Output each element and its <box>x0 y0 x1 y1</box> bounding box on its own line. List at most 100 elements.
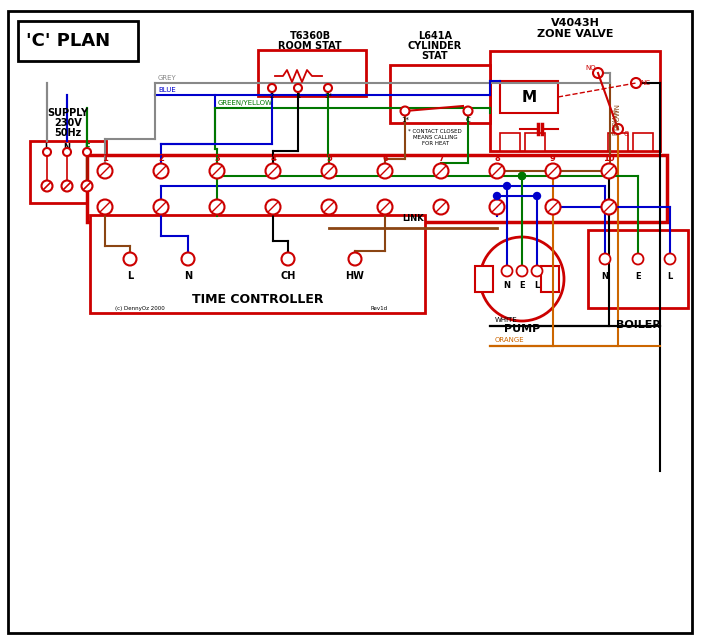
Circle shape <box>322 163 336 178</box>
Text: BOILER: BOILER <box>616 320 661 330</box>
Text: C: C <box>465 117 470 123</box>
Circle shape <box>545 163 560 178</box>
Circle shape <box>209 199 225 215</box>
Text: BROWN: BROWN <box>614 103 620 129</box>
Text: BLUE: BLUE <box>158 87 176 93</box>
FancyBboxPatch shape <box>30 141 106 203</box>
Text: N: N <box>184 271 192 281</box>
Text: N: N <box>63 142 70 151</box>
Circle shape <box>378 163 392 178</box>
Circle shape <box>602 199 616 215</box>
Circle shape <box>282 253 295 265</box>
Circle shape <box>348 253 362 265</box>
Text: CH: CH <box>280 271 296 281</box>
Circle shape <box>182 253 194 265</box>
Circle shape <box>434 163 449 178</box>
Circle shape <box>545 199 560 215</box>
Circle shape <box>463 106 472 115</box>
Text: L641A: L641A <box>418 31 452 41</box>
Circle shape <box>62 181 72 192</box>
Text: (c) DennyOz 2000: (c) DennyOz 2000 <box>115 306 165 311</box>
FancyBboxPatch shape <box>500 81 558 113</box>
Text: V4043H: V4043H <box>550 18 600 28</box>
Circle shape <box>322 199 336 215</box>
Text: L: L <box>668 272 673 281</box>
Text: M: M <box>522 90 536 104</box>
FancyBboxPatch shape <box>588 230 688 308</box>
Text: 1*: 1* <box>401 117 409 123</box>
Circle shape <box>501 265 512 276</box>
Text: MEANS CALLING: MEANS CALLING <box>413 135 457 140</box>
Text: PUMP: PUMP <box>504 324 540 334</box>
Circle shape <box>154 199 168 215</box>
Circle shape <box>489 163 505 178</box>
Text: ZONE VALVE: ZONE VALVE <box>537 29 614 39</box>
Text: HW: HW <box>345 271 364 281</box>
FancyBboxPatch shape <box>18 21 138 61</box>
Text: 10: 10 <box>603 153 615 163</box>
Text: L: L <box>127 271 133 281</box>
Text: C: C <box>623 131 628 137</box>
Text: GREY: GREY <box>158 75 177 81</box>
Circle shape <box>534 192 541 199</box>
Text: BROWN: BROWN <box>612 108 618 135</box>
FancyBboxPatch shape <box>258 50 366 96</box>
Text: N: N <box>503 281 510 290</box>
Text: L: L <box>44 142 50 151</box>
Circle shape <box>593 68 603 78</box>
FancyBboxPatch shape <box>525 133 545 151</box>
Text: 5: 5 <box>326 153 332 163</box>
Circle shape <box>519 172 526 179</box>
Circle shape <box>517 265 527 276</box>
Text: ROOM STAT: ROOM STAT <box>278 41 342 51</box>
FancyBboxPatch shape <box>390 65 490 123</box>
Circle shape <box>265 163 281 178</box>
Text: E: E <box>84 142 90 151</box>
Circle shape <box>98 163 112 178</box>
Text: 50Hz: 50Hz <box>54 128 81 138</box>
Text: * CONTACT CLOSED: * CONTACT CLOSED <box>408 128 462 133</box>
FancyBboxPatch shape <box>500 133 520 151</box>
Circle shape <box>613 124 623 134</box>
Text: 1: 1 <box>296 93 300 99</box>
Circle shape <box>600 253 611 265</box>
Text: 3: 3 <box>214 153 220 163</box>
Circle shape <box>265 199 281 215</box>
Text: E: E <box>635 272 641 281</box>
Text: 1: 1 <box>102 153 108 163</box>
Text: 9: 9 <box>550 153 556 163</box>
Text: 2: 2 <box>158 153 164 163</box>
Text: 2: 2 <box>270 93 274 99</box>
Circle shape <box>124 253 136 265</box>
Text: 8: 8 <box>494 153 500 163</box>
Text: 6: 6 <box>382 153 388 163</box>
Circle shape <box>209 163 225 178</box>
Circle shape <box>503 183 510 190</box>
Circle shape <box>154 163 168 178</box>
Circle shape <box>98 199 112 215</box>
Text: FOR HEAT: FOR HEAT <box>421 140 449 146</box>
Circle shape <box>489 199 505 215</box>
Text: 7: 7 <box>438 153 444 163</box>
Text: STAT: STAT <box>422 51 449 61</box>
Text: GREEN/YELLOW: GREEN/YELLOW <box>218 100 273 106</box>
Text: SUPPLY: SUPPLY <box>48 108 88 118</box>
Text: 230V: 230V <box>54 118 82 128</box>
Circle shape <box>665 253 675 265</box>
Circle shape <box>519 172 526 179</box>
Circle shape <box>83 148 91 156</box>
Circle shape <box>63 148 71 156</box>
Text: N: N <box>602 272 609 281</box>
Text: 4: 4 <box>270 153 276 163</box>
FancyBboxPatch shape <box>87 155 667 222</box>
Text: TIME CONTROLLER: TIME CONTROLLER <box>192 292 324 306</box>
Circle shape <box>633 253 644 265</box>
Circle shape <box>401 106 409 115</box>
Text: NO: NO <box>585 65 596 71</box>
Text: 3*: 3* <box>324 93 332 99</box>
Circle shape <box>268 84 276 92</box>
Circle shape <box>602 163 616 178</box>
Circle shape <box>480 237 564 321</box>
Circle shape <box>43 148 51 156</box>
Text: WHITE: WHITE <box>495 317 518 323</box>
